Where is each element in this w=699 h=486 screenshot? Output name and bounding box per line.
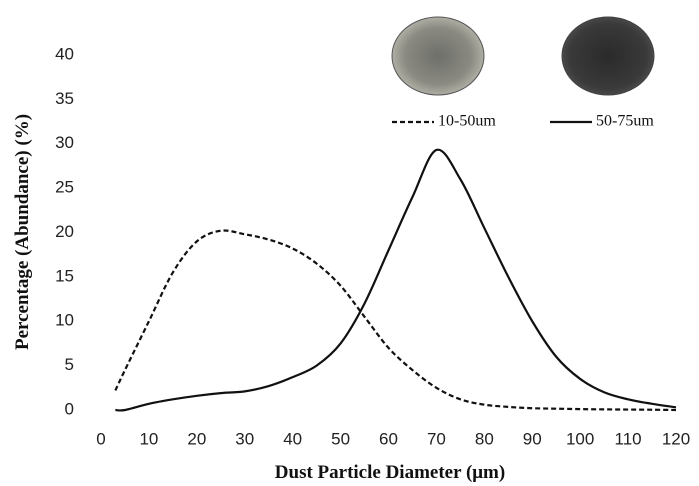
y-tick-label: 20 [55, 222, 74, 241]
x-tick-label: 30 [235, 429, 254, 448]
y-tick-label: 30 [55, 133, 74, 152]
x-tick-label: 90 [523, 429, 542, 448]
y-tick-label: 25 [55, 178, 74, 197]
x-tick-label: 80 [475, 429, 494, 448]
sample-photo [561, 16, 655, 96]
sample-photo [391, 16, 485, 96]
x-tick-label: 120 [662, 429, 690, 448]
x-tick-label: 70 [427, 429, 446, 448]
x-axis-title: Dust Particle Diameter (μm) [275, 462, 505, 483]
y-tick-label: 15 [55, 266, 74, 285]
x-tick-label: 20 [187, 429, 206, 448]
x-tick-label: 10 [139, 429, 158, 448]
x-tick-label: 40 [283, 429, 302, 448]
data-line [115, 148, 677, 412]
x-tick-label: 50 [331, 429, 350, 448]
legend-label: 50-75um [596, 113, 654, 130]
legend-label: 10-50um [438, 113, 496, 130]
x-tick-label: 0 [96, 429, 105, 448]
y-tick-label: 35 [55, 89, 74, 108]
y-tick-label: 5 [65, 355, 74, 374]
x-tick-label: 60 [379, 429, 398, 448]
y-axis-title: Percentage (Abundance) (%) [12, 114, 33, 350]
y-tick-label: 40 [55, 44, 74, 63]
data-line [114, 229, 677, 412]
x-tick-label: 110 [615, 429, 642, 448]
x-tick-label: 100 [566, 429, 594, 448]
y-tick-label: 0 [65, 399, 74, 418]
y-tick-label: 10 [55, 311, 74, 330]
